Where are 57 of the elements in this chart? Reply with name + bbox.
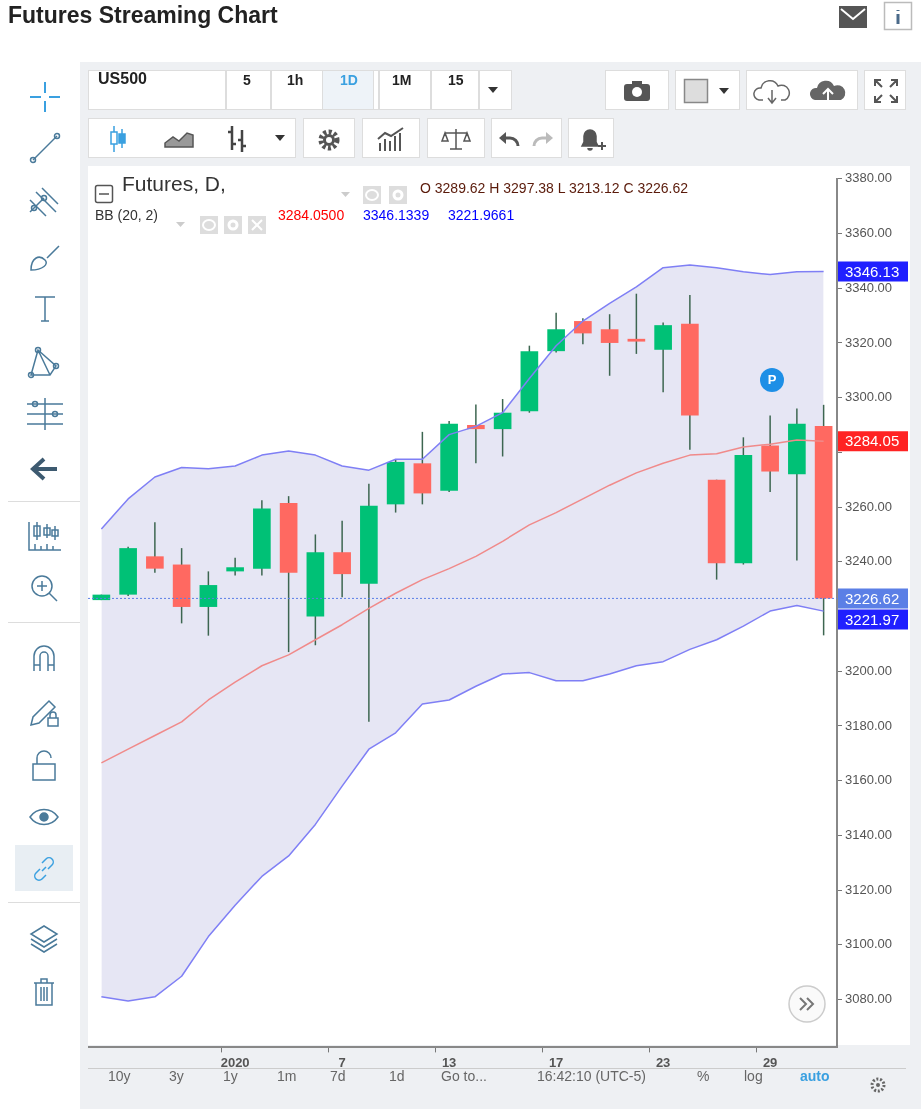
annotation: 3346.1339 (363, 207, 430, 223)
text: 1D (340, 72, 358, 88)
data-label: 3284.05 (845, 432, 900, 450)
annotation: Futures, D, (122, 171, 226, 196)
y-tick-label: 3380.00 (845, 170, 892, 186)
y-tick-label: 3300.00 (845, 389, 892, 405)
candlestick (627, 292, 646, 355)
y-tick-label: 3320.00 (845, 334, 892, 350)
text: 15 (448, 72, 464, 88)
y-tick-label: 3160.00 (845, 772, 892, 788)
candlestick (333, 520, 351, 599)
text: 7d (330, 1068, 346, 1084)
candlestick (199, 570, 218, 637)
y-tick-label: 3180.00 (845, 717, 892, 733)
x-tick-label: 29 (762, 1054, 778, 1070)
text: 1d (389, 1068, 405, 1084)
data-label: 3221.97 (845, 610, 900, 628)
annotation: 3284.0500 (278, 207, 345, 223)
candlestick (226, 556, 244, 577)
y-tick-label: 3260.00 (845, 498, 892, 514)
text: 16:42:10 (UTC-5) (537, 1068, 646, 1084)
x-tick-label: 13 (441, 1054, 457, 1070)
text: 3y (169, 1068, 184, 1084)
annotation: BB (20, 2) (95, 207, 159, 223)
y-tick-label: 3340.00 (845, 279, 892, 295)
x-tick-label: 17 (548, 1054, 564, 1070)
annotation: 3221.9661 (448, 207, 515, 223)
x-tick-label: 23 (655, 1054, 671, 1070)
text: 10y (108, 1068, 131, 1084)
text: 1y (223, 1068, 238, 1084)
y-tick-label: 3100.00 (845, 936, 892, 952)
ref-line-label: 3226.62 (845, 589, 900, 607)
text: US500 (98, 70, 147, 88)
y-tick-label: 3140.00 (845, 826, 892, 842)
y-tick-label: 3080.00 (845, 991, 892, 1007)
candlestick (146, 521, 164, 574)
y-tick-label: 3200.00 (845, 662, 892, 678)
x-tick-label: 2020 (220, 1054, 250, 1070)
text: Go to... (441, 1068, 487, 1084)
text: log (744, 1068, 763, 1084)
candlestick (600, 313, 619, 377)
text: 1h (287, 72, 304, 88)
text: 1m (277, 1068, 297, 1084)
data-label: 3346.13 (845, 262, 900, 280)
text: % (697, 1068, 710, 1084)
text: 5 (243, 72, 251, 88)
candlestick (547, 312, 565, 354)
annotation: P (760, 368, 784, 392)
text: auto (800, 1068, 830, 1084)
candlestick (574, 317, 592, 346)
text: 1M (392, 72, 412, 88)
y-tick-label: 3240.00 (845, 553, 892, 569)
x-tick-label: 7 (338, 1054, 346, 1070)
chart-title: Futures Streaming Chart (8, 2, 278, 29)
annotation: O 3289.62 H 3297.38 L 3213.12 C 3226.62 (420, 180, 689, 196)
y-tick-label: 3120.00 (845, 881, 892, 897)
y-tick-label: 3360.00 (845, 225, 892, 241)
